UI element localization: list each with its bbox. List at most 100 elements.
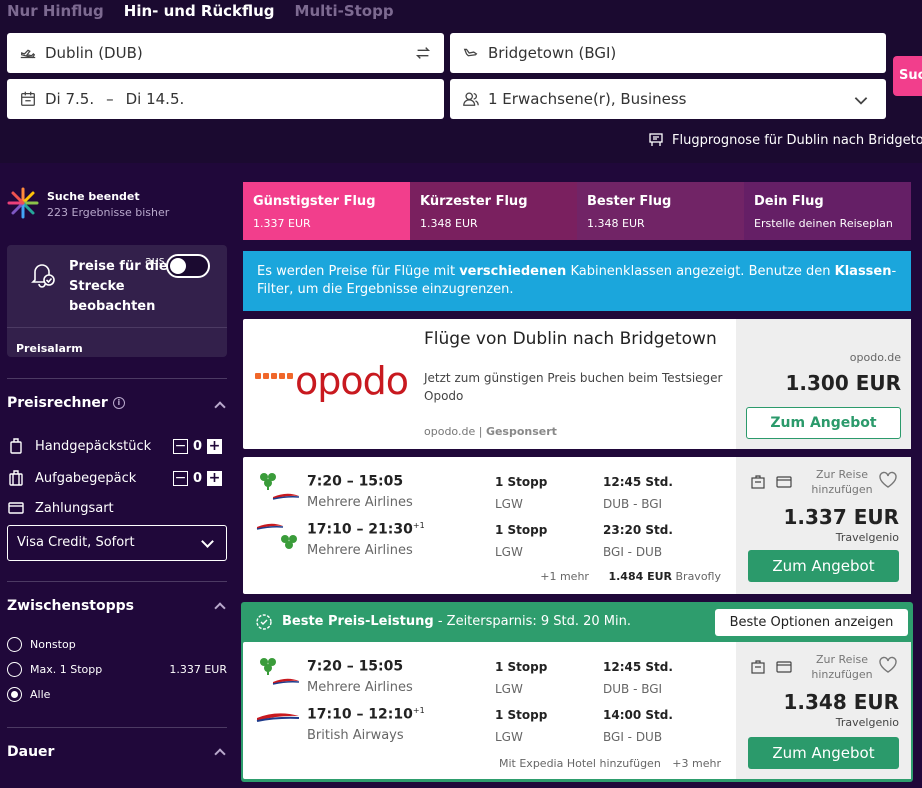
banner-bold: Klassen xyxy=(834,264,892,279)
plus-day: +1 xyxy=(412,706,425,715)
flight-result-card[interactable]: 7:20 – 15:05 Mehrere Airlines 1 Stopp LG… xyxy=(243,457,911,594)
sort-tab-value: 1.348 EUR xyxy=(587,217,645,230)
radio-button[interactable] xyxy=(7,662,22,677)
cabin-class-info-banner: Es werden Preise für Flüge mit verschied… xyxy=(243,251,911,311)
stop-option-all[interactable]: Alle xyxy=(7,687,227,702)
show-best-options-button[interactable]: Beste Optionen anzeigen xyxy=(715,609,908,636)
leg-carrier: British Airways xyxy=(307,728,404,743)
airline-logos-icon xyxy=(256,523,297,549)
date-to: Di 14.5. xyxy=(125,90,185,108)
outbound-leg: 7:20 – 15:05 Mehrere Airlines 1 Stopp LG… xyxy=(243,650,736,698)
add-to-trip[interactable]: Zur Reise hinzufügen xyxy=(811,653,873,681)
more-offers[interactable]: +1 mehr xyxy=(540,570,589,583)
more-offers[interactable]: +3 mehr xyxy=(672,757,721,770)
leg-duration: 12:45 Std. xyxy=(603,660,673,674)
leg-via: LGW xyxy=(495,682,523,696)
radio-button[interactable] xyxy=(7,637,22,652)
banner-bold: verschiedenen xyxy=(459,264,567,279)
filter-sidebar: Suche beendet 223 Ergebnisse bisher Prei… xyxy=(0,163,235,788)
search-button[interactable]: Suche xyxy=(893,56,922,96)
leg-time-range: 17:10 – 12:10 xyxy=(307,706,413,723)
increment-button[interactable]: + xyxy=(207,437,222,454)
best-value-header: Beste Preis-Leistung - Zeitersparnis: 9 … xyxy=(241,602,913,642)
result-provider: Travelgenio xyxy=(835,716,899,729)
leg-duration: 23:20 Std. xyxy=(603,523,673,537)
destination-value: Bridgetown (BGI) xyxy=(488,44,617,62)
radio-button-selected[interactable] xyxy=(7,687,22,702)
leg-route: BGI - DUB xyxy=(603,545,663,559)
price-calculator-title[interactable]: Preisrechner i xyxy=(7,395,125,411)
divider xyxy=(7,581,227,582)
payment-method-select[interactable]: Visa Credit, Sofort xyxy=(7,525,227,561)
best-value-text: Beste Preis-Leistung - Zeitersparnis: 9 … xyxy=(282,614,631,629)
heart-icon[interactable] xyxy=(878,471,898,489)
leg-route: DUB - BGI xyxy=(603,497,663,511)
card-icon xyxy=(774,473,794,491)
leg-stops: 1 Stopp xyxy=(495,660,548,674)
status-count: 223 Ergebnisse bisher xyxy=(47,206,170,219)
duration-title[interactable]: Dauer xyxy=(7,744,55,760)
ad-offer-button[interactable]: Zum Angebot xyxy=(746,407,901,439)
stop-option-label: Max. 1 Stopp xyxy=(30,663,103,676)
stop-option-max-one[interactable]: Max. 1 Stopp 1.337 EUR xyxy=(7,662,227,677)
best-value-label: Beste Preis-Leistung xyxy=(282,614,434,629)
outbound-leg: 7:20 – 15:05 Mehrere Airlines 1 Stopp LG… xyxy=(243,465,736,513)
price-alert-toggle[interactable]: aus xyxy=(145,254,211,278)
offer-button[interactable]: Zum Angebot xyxy=(748,550,899,582)
sort-tab-value: 1.348 EUR xyxy=(420,217,478,230)
tab-multi-stop[interactable]: Multi-Stopp xyxy=(294,2,394,20)
flight-forecast-link[interactable]: Flugprognose für Dublin nach Bridgetown xyxy=(648,132,922,148)
toggle-state: aus xyxy=(145,254,165,267)
collapse-icon[interactable] xyxy=(214,602,226,614)
sponsored-ad-card[interactable]: opodo Flüge von Dublin nach Bridgetown J… xyxy=(243,319,911,449)
tab-round-trip[interactable]: Hin- und Rückflug xyxy=(123,2,275,20)
increment-button[interactable]: + xyxy=(207,469,222,486)
add-hotel-link[interactable]: Mit Expedia Hotel hinzufügen xyxy=(499,757,661,770)
ad-title[interactable]: Flüge von Dublin nach Bridgetown xyxy=(424,329,717,349)
hand-baggage-count: 0 xyxy=(192,438,202,454)
brand-name: opodo xyxy=(295,359,409,403)
dates-field[interactable]: Di 7.5. – Di 14.5. xyxy=(7,79,444,119)
toggle-switch[interactable] xyxy=(166,254,211,278)
collapse-icon[interactable] xyxy=(214,748,226,760)
tab-one-way[interactable]: Nur Hinflug xyxy=(7,2,104,20)
origin-field[interactable]: Dublin (DUB) xyxy=(7,33,444,73)
sort-tabs: Günstigster Flug 1.337 EUR Kürzester Flu… xyxy=(243,182,911,240)
flight-result-card[interactable]: 7:20 – 15:05 Mehrere Airlines 1 Stopp LG… xyxy=(243,642,911,779)
card-icon xyxy=(774,658,794,676)
sort-tab-fastest[interactable]: Kürzester Flug 1.348 EUR xyxy=(410,182,577,240)
sort-tab-custom[interactable]: Dein Flug Erstelle deinen Reiseplan xyxy=(744,182,911,240)
sort-tab-label: Dein Flug xyxy=(754,194,824,209)
offer-button[interactable]: Zum Angebot xyxy=(748,737,899,769)
heart-icon[interactable] xyxy=(878,656,898,674)
destination-field[interactable]: Bridgetown (BGI) xyxy=(450,33,886,73)
hand-baggage-label: Handgepäckstück xyxy=(35,438,152,454)
fare-feature-icons xyxy=(748,473,794,491)
passengers-field[interactable]: 1 Erwachsene(r), Business xyxy=(450,79,886,119)
decrement-button[interactable]: − xyxy=(172,437,188,454)
airline-logos-icon xyxy=(260,473,299,500)
decrement-button[interactable]: − xyxy=(172,469,188,486)
info-icon[interactable]: i xyxy=(112,397,125,409)
leg-via: LGW xyxy=(495,545,523,559)
stop-option-nonstop[interactable]: Nonstop xyxy=(7,637,227,652)
sort-tab-best[interactable]: Bester Flug 1.348 EUR xyxy=(577,182,744,240)
alternative-offers[interactable]: Mit Expedia Hotel hinzufügen +3 mehr xyxy=(499,757,721,770)
ad-domain: opodo.de xyxy=(849,351,901,364)
date-separator: – xyxy=(106,90,114,108)
takeoff-icon xyxy=(19,44,37,62)
search-status: Suche beendet 223 Ergebnisse bisher xyxy=(7,187,169,219)
add-to-trip[interactable]: Zur Reise hinzufügen xyxy=(811,468,873,496)
sort-tab-label: Günstigster Flug xyxy=(253,194,376,209)
leg-stops: 1 Stopp xyxy=(495,523,548,537)
ad-source-separator: | xyxy=(478,425,483,438)
ad-source: opodo.de | Gesponsert xyxy=(424,425,557,438)
swap-icon[interactable] xyxy=(414,44,432,62)
banner-text: Es werden Preise für Flüge mit xyxy=(257,264,460,279)
alternative-offers[interactable]: +1 mehr 1.484 EUR Bravofly xyxy=(540,570,721,583)
price-alert-label: Preisalarm xyxy=(16,342,83,355)
checked-baggage-stepper: − 0 + xyxy=(172,469,222,486)
sort-tab-cheapest[interactable]: Günstigster Flug 1.337 EUR xyxy=(243,182,410,240)
stops-title[interactable]: Zwischenstopps xyxy=(7,598,134,614)
collapse-icon[interactable] xyxy=(214,401,226,413)
